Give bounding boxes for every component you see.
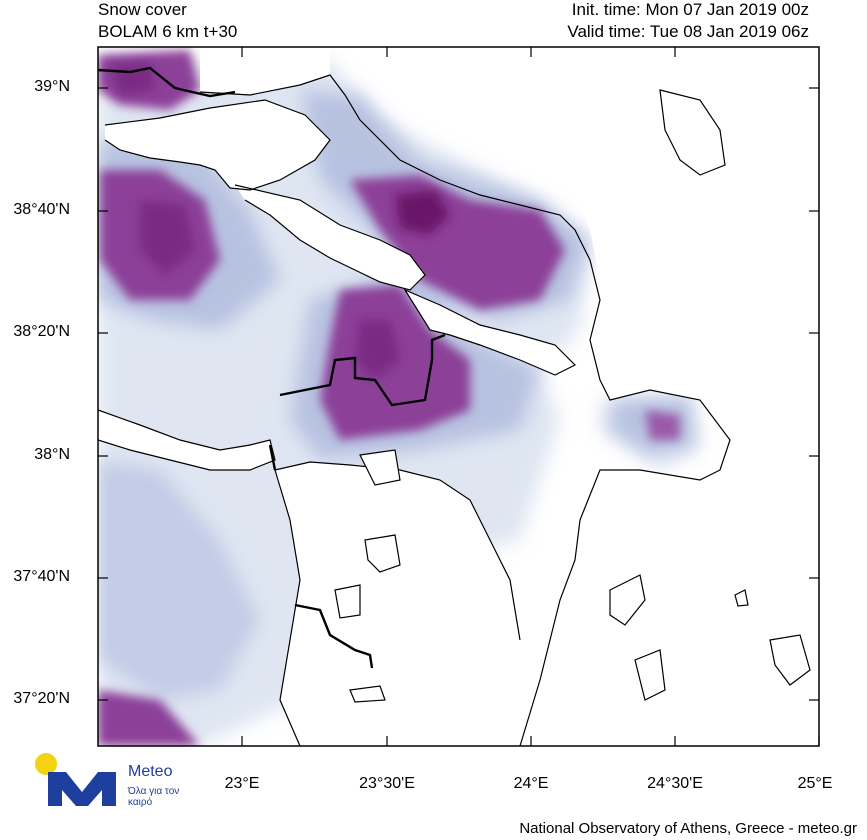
- map-title-field: Snow cover: [98, 0, 187, 19]
- m-letter-icon: [48, 772, 116, 806]
- lon-label-25e: 25°E: [797, 775, 833, 792]
- lat-label-37-20n: 37°20'N: [13, 690, 70, 707]
- coastlines: [98, 74, 811, 746]
- lat-label-38-20n: 38°20'N: [13, 323, 70, 340]
- lon-label-24e: 24°E: [513, 775, 549, 792]
- lon-label-24-30e: 24°30'E: [647, 775, 703, 792]
- lat-label-38n: 38°N: [34, 446, 70, 463]
- axis-ticks: [98, 47, 820, 746]
- meteo-logo: [35, 753, 116, 806]
- lat-label-39n: 39°N: [34, 78, 70, 95]
- footer-credit: National Observatory of Athens, Greece -…: [519, 820, 857, 837]
- lat-label-38-40n: 38°40'N: [13, 201, 70, 218]
- sun-icon: [35, 753, 57, 775]
- logo-name: Meteo: [128, 763, 173, 780]
- sea-areas: [98, 47, 819, 746]
- map-plot-area: [98, 47, 819, 746]
- map-title-model: BOLAM 6 km t+30: [98, 22, 238, 41]
- admin-borders: [98, 66, 446, 669]
- lon-label-23e: 23°E: [224, 775, 260, 792]
- logo-tagline: Όλα για τον καιρό: [128, 786, 180, 808]
- lon-label-23-30e: 23°30'E: [359, 775, 415, 792]
- valid-time-label: Valid time: Tue 08 Jan 2019 06z: [567, 22, 809, 41]
- init-time-label: Init. time: Mon 07 Jan 2019 00z: [571, 0, 809, 19]
- lat-label-37-40n: 37°40'N: [13, 568, 70, 585]
- map-frame: [97, 46, 820, 747]
- snow-cover-max: [110, 62, 450, 380]
